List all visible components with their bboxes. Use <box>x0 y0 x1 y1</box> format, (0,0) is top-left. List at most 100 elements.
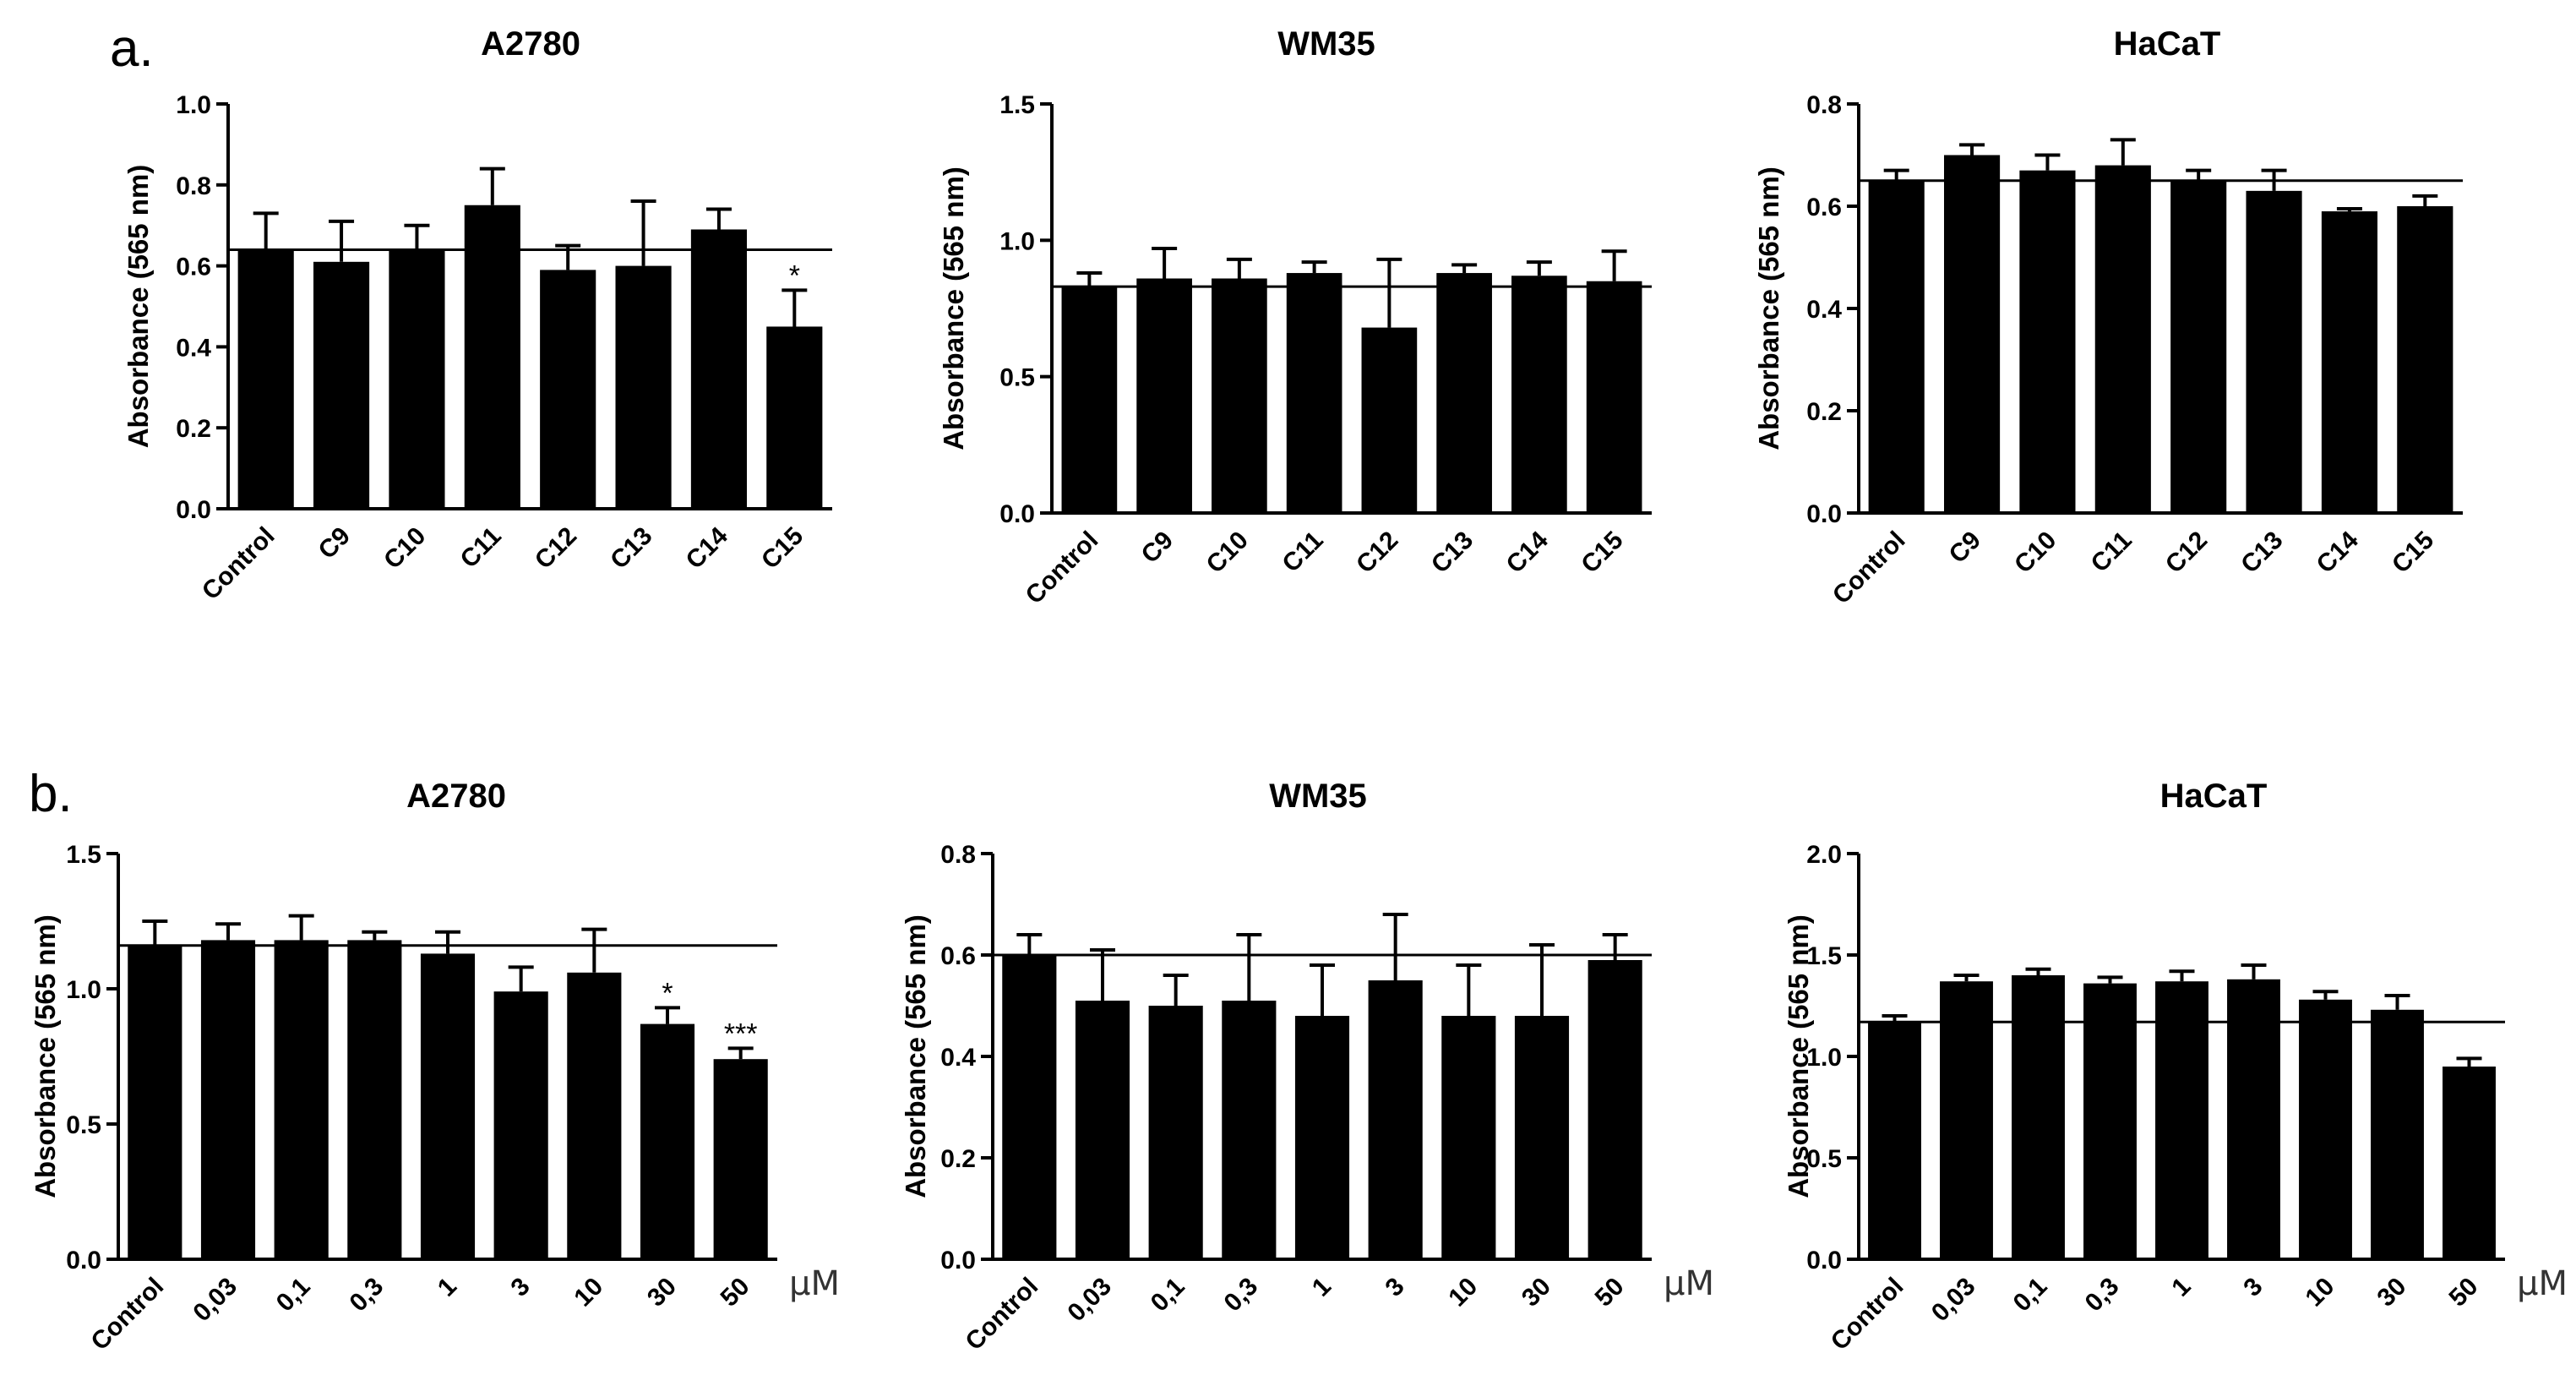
x-tick-label: C13 <box>2236 527 2288 579</box>
y-tick-label: 0.8 <box>176 172 211 200</box>
significance-mark: * <box>662 977 673 1009</box>
x-tick-label: 10 <box>569 1273 608 1312</box>
y-tick-label: 0.2 <box>1806 398 1842 426</box>
bar <box>2170 180 2227 513</box>
y-axis-label: Absorbance (565 nm) <box>123 165 154 449</box>
y-tick-label: 0.4 <box>176 334 211 362</box>
bar <box>615 265 672 509</box>
x-tick-label: Control <box>1826 1273 1909 1356</box>
y-tick-label: 0.6 <box>176 254 211 281</box>
bar <box>2246 190 2302 513</box>
x-tick-label: 50 <box>1590 1273 1630 1312</box>
bar <box>1061 286 1118 513</box>
x-tick-label: C12 <box>2160 527 2213 579</box>
significance-mark: *** <box>724 1018 758 1050</box>
bar <box>1136 278 1192 513</box>
y-tick-label: 0.2 <box>940 1145 976 1173</box>
x-tick-label: C11 <box>1277 527 1328 578</box>
bar <box>389 249 445 509</box>
x-tick-label: C11 <box>455 522 507 574</box>
bar <box>567 972 622 1259</box>
y-tick-label: 0.4 <box>1806 296 1842 324</box>
x-tick-label: C14 <box>681 521 733 574</box>
chart-title: HaCaT <box>2114 25 2221 63</box>
y-tick-label: 1.0 <box>999 227 1035 255</box>
bar <box>2083 983 2137 1259</box>
y-tick-label: 0.6 <box>940 942 976 970</box>
significance-mark: * <box>789 259 800 292</box>
bar <box>2443 1067 2496 1259</box>
bar <box>1514 1016 1570 1259</box>
bar <box>713 1059 768 1259</box>
x-tick-label: 0,03 <box>1062 1273 1117 1328</box>
x-tick-label: 1 <box>1307 1273 1337 1302</box>
x-tick-label: C15 <box>756 522 809 575</box>
bar <box>1286 273 1342 513</box>
bar <box>540 270 596 509</box>
y-axis-label: Absorbance (565 nm) <box>30 914 61 1198</box>
x-tick-label: C12 <box>1351 527 1403 579</box>
chart-title: A2780 <box>481 25 580 63</box>
bar <box>1511 276 1567 513</box>
bar <box>2299 999 2352 1259</box>
panel-letter-b: b. <box>29 765 73 823</box>
bar <box>1868 1022 1921 1259</box>
chart-b-wm35: WM35 Absorbance (565 nm) 0.0 0.2 0.4 0.6 0.8 Co… <box>900 778 1714 1356</box>
y-tick-label: 1.5 <box>66 841 101 869</box>
x-tick-label: 3 <box>505 1273 535 1302</box>
bar <box>2094 165 2151 513</box>
x-tick-label: 0,3 <box>344 1273 389 1318</box>
y-tick-label: 1.5 <box>999 91 1035 119</box>
y-tick-label: 1.5 <box>1806 942 1842 970</box>
bar <box>1436 273 1492 513</box>
x-tick-label: C13 <box>605 522 657 575</box>
bar <box>1002 955 1057 1259</box>
x-tick-label: 0,3 <box>1218 1273 1263 1318</box>
x-tick-label: C14 <box>2312 526 2364 578</box>
x-tick-label: C10 <box>379 522 431 575</box>
bar <box>1368 980 1423 1259</box>
bar <box>2321 211 2378 514</box>
x-tick-label: 10 <box>2301 1273 2340 1312</box>
bar <box>237 249 294 509</box>
y-tick-label: 0.2 <box>176 415 211 443</box>
bar <box>690 229 748 509</box>
unit-label: μM <box>789 1264 840 1303</box>
y-tick-label: 1.0 <box>176 91 211 119</box>
chart-a-a2780: A2780 Absorbance (565 nm) 0.0 0.2 0.4 0.6 0.8 1… <box>123 25 832 605</box>
bar <box>766 326 823 509</box>
bar <box>200 940 256 1259</box>
x-tick-label: 0,3 <box>2080 1273 2125 1318</box>
x-tick-label: C9 <box>1944 527 1986 569</box>
x-tick-label: C10 <box>1201 527 1254 579</box>
x-tick-label: 1 <box>433 1273 462 1302</box>
chart-b-hacat: HaCaT Absorbance (565 nm) 0.0 0.5 1.0 1.5 2.0 C… <box>1783 778 2568 1356</box>
bar <box>420 953 476 1259</box>
bar <box>1441 1016 1496 1259</box>
x-tick-label: 30 <box>2372 1273 2412 1312</box>
y-tick-label: 0.0 <box>66 1247 101 1274</box>
bar <box>493 991 548 1259</box>
chart-title: HaCaT <box>2160 778 2268 815</box>
bar <box>1148 1006 1203 1259</box>
bar <box>1940 981 1993 1259</box>
y-axis-label: Absorbance (565 nm) <box>900 914 931 1198</box>
chart-title: A2780 <box>406 778 506 815</box>
y-tick-label: 0.6 <box>1806 194 1842 221</box>
x-tick-label: 10 <box>1443 1273 1483 1312</box>
y-axis-label: Absorbance (565 nm) <box>1783 914 1814 1198</box>
bar <box>2227 979 2280 1259</box>
bar <box>2019 170 2076 513</box>
bar <box>1943 155 2001 513</box>
bar <box>1868 180 1925 513</box>
y-tick-label: 0.8 <box>1806 91 1842 119</box>
y-tick-label: 2.0 <box>1806 841 1842 869</box>
y-axis-label: Absorbance (565 nm) <box>938 166 969 450</box>
bar <box>1586 281 1642 513</box>
unit-label: μM <box>1664 1264 1714 1303</box>
bar <box>274 940 329 1259</box>
y-tick-label: 0.0 <box>176 496 211 524</box>
chart-title: WM35 <box>1277 25 1375 63</box>
bar <box>2371 1009 2424 1259</box>
charts: A2780 Absorbance (565 nm) 0.0 0.2 0.4 0.6 0.8 1… <box>30 25 2568 1356</box>
